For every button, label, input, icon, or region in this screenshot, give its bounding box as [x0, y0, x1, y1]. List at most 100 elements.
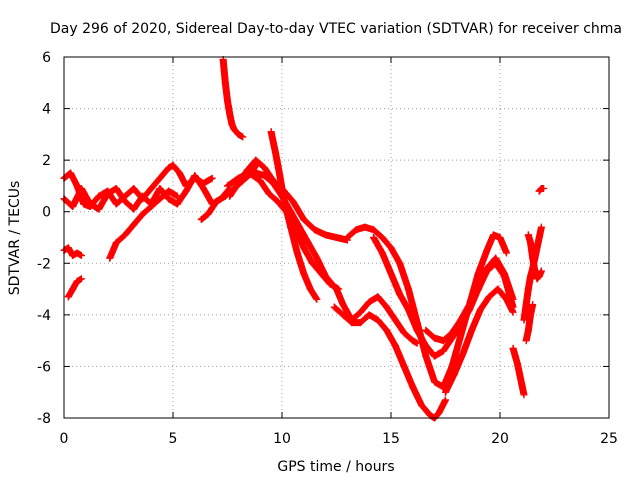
data-point	[226, 110, 234, 118]
data-point	[527, 239, 535, 247]
data-point	[147, 185, 155, 193]
data-point	[121, 197, 129, 205]
data-point	[435, 409, 443, 417]
y-tick-label: 4	[42, 102, 51, 118]
series-track-22	[535, 185, 548, 195]
data-point	[422, 326, 430, 334]
data-point	[191, 172, 199, 180]
data-point	[228, 120, 236, 128]
plot-frame	[63, 56, 610, 419]
data-point	[524, 326, 532, 334]
data-point	[269, 179, 277, 187]
data-point	[535, 234, 543, 241]
data-point	[409, 337, 417, 345]
data-point	[287, 208, 295, 216]
tick-labels: 0 5 10 15 20 25 -8 -6 -4 -2 0 2 4 6	[37, 50, 618, 447]
data-point	[265, 190, 273, 198]
data-point	[513, 360, 521, 368]
data-point	[439, 347, 447, 355]
data-point	[404, 306, 412, 314]
data-point	[531, 267, 539, 275]
data-point	[200, 185, 208, 193]
data-point	[73, 182, 81, 190]
data-point	[365, 311, 373, 319]
data-point	[86, 200, 94, 208]
data-point	[309, 259, 317, 267]
data-points	[60, 56, 548, 422]
y-axis-label: SDTVAR / TECUs	[7, 181, 23, 296]
data-point	[138, 192, 146, 200]
data-point	[333, 285, 340, 293]
data-point	[156, 174, 164, 182]
data-point	[400, 362, 408, 370]
data-point	[474, 285, 482, 293]
data-point	[522, 337, 530, 345]
series-track-16	[422, 259, 517, 345]
y-tick-label: 0	[42, 205, 51, 221]
data-point	[112, 200, 120, 208]
data-point	[80, 200, 88, 208]
data-point	[165, 195, 173, 203]
data-point	[396, 290, 404, 298]
data-point	[422, 342, 430, 350]
axis-ticks	[63, 56, 610, 419]
data-point	[365, 298, 373, 306]
data-point	[261, 172, 269, 180]
data-point	[274, 197, 282, 205]
data-point	[69, 252, 77, 260]
data-point	[378, 249, 386, 257]
grid	[64, 57, 609, 418]
data-point	[527, 311, 535, 319]
data-point	[230, 125, 238, 133]
data-point	[509, 344, 517, 352]
data-point	[378, 234, 386, 241]
data-point	[165, 187, 173, 195]
data-point	[409, 383, 417, 391]
data-point	[356, 308, 364, 316]
data-point	[64, 293, 72, 301]
data-point	[173, 192, 181, 200]
data-point	[173, 200, 181, 208]
series-track-18	[509, 344, 528, 399]
data-point	[226, 192, 234, 200]
data-point	[431, 378, 439, 386]
y-tick-label: -8	[37, 411, 51, 427]
x-tick-label: 20	[491, 431, 509, 447]
data-point	[130, 221, 138, 229]
data-point	[343, 234, 351, 241]
data-point	[300, 270, 308, 278]
data-point	[95, 192, 103, 200]
data-point	[252, 156, 260, 164]
data-point	[518, 380, 526, 388]
data-point	[69, 203, 77, 211]
data-point	[252, 169, 260, 177]
data-point	[404, 285, 412, 293]
data-point	[516, 370, 524, 378]
y-tick-label: -2	[37, 256, 51, 272]
data-point	[182, 187, 190, 195]
data-point	[352, 226, 360, 234]
data-point	[511, 352, 519, 360]
data-point	[540, 185, 548, 193]
data-point	[165, 164, 173, 172]
data-point	[400, 329, 408, 337]
data-point	[278, 192, 286, 200]
data-point	[457, 316, 465, 324]
data-point	[465, 301, 473, 309]
data-point	[450, 370, 458, 378]
data-point	[524, 285, 532, 293]
data-point	[494, 285, 502, 293]
data-point	[387, 244, 395, 252]
data-point	[77, 275, 85, 283]
data-point	[112, 185, 120, 193]
data-point	[267, 128, 275, 136]
x-axis-label: GPS time / hours	[277, 459, 394, 475]
data-point	[138, 210, 146, 218]
data-point	[396, 259, 404, 267]
data-point	[64, 244, 72, 252]
data-point	[304, 239, 312, 247]
data-point	[442, 388, 449, 396]
y-tick-label: 6	[42, 50, 51, 66]
data-point	[208, 174, 216, 182]
data-point	[439, 337, 447, 345]
